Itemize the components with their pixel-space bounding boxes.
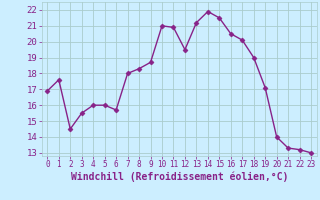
X-axis label: Windchill (Refroidissement éolien,°C): Windchill (Refroidissement éolien,°C) bbox=[70, 172, 288, 182]
